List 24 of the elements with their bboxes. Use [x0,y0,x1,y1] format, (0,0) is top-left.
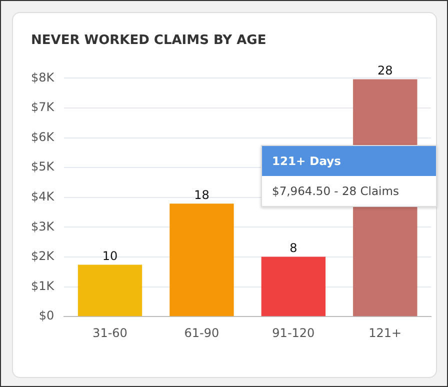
x-tick-label: 61-90 [184,326,220,340]
y-tick-label: $6K [31,130,56,144]
y-tick-label: $5K [31,160,56,174]
x-tick-label: 121+ [368,326,402,340]
y-tick-label: $8K [31,70,56,84]
y-tick-label: $1K [31,278,56,293]
annotation: 8 [290,240,298,255]
y-tick-label: $0 [38,308,54,323]
annotation: $7,964.50 - 28 Claims [262,176,436,206]
bar [170,204,234,316]
x-tick-label: 91-120 [272,326,315,340]
annotation: 28 [378,63,393,78]
y-tick-label: $7K [31,100,56,114]
tooltip-box: 121+ Days $7,964.50 - 28 Claims [261,145,437,207]
bar [261,256,326,316]
bar [78,264,142,316]
annotation: 121+ Days [262,146,436,176]
y-tick-label: $2K [31,249,56,264]
y-tick-label: $4K [31,190,56,204]
x-tick-label: 31-60 [92,326,128,340]
y-tick-label: $3K [31,219,56,234]
annotation: 18 [194,188,210,202]
annotation: 10 [102,248,118,263]
chart-title: NEVER WORKED CLAIMS BY AGE [31,33,266,48]
